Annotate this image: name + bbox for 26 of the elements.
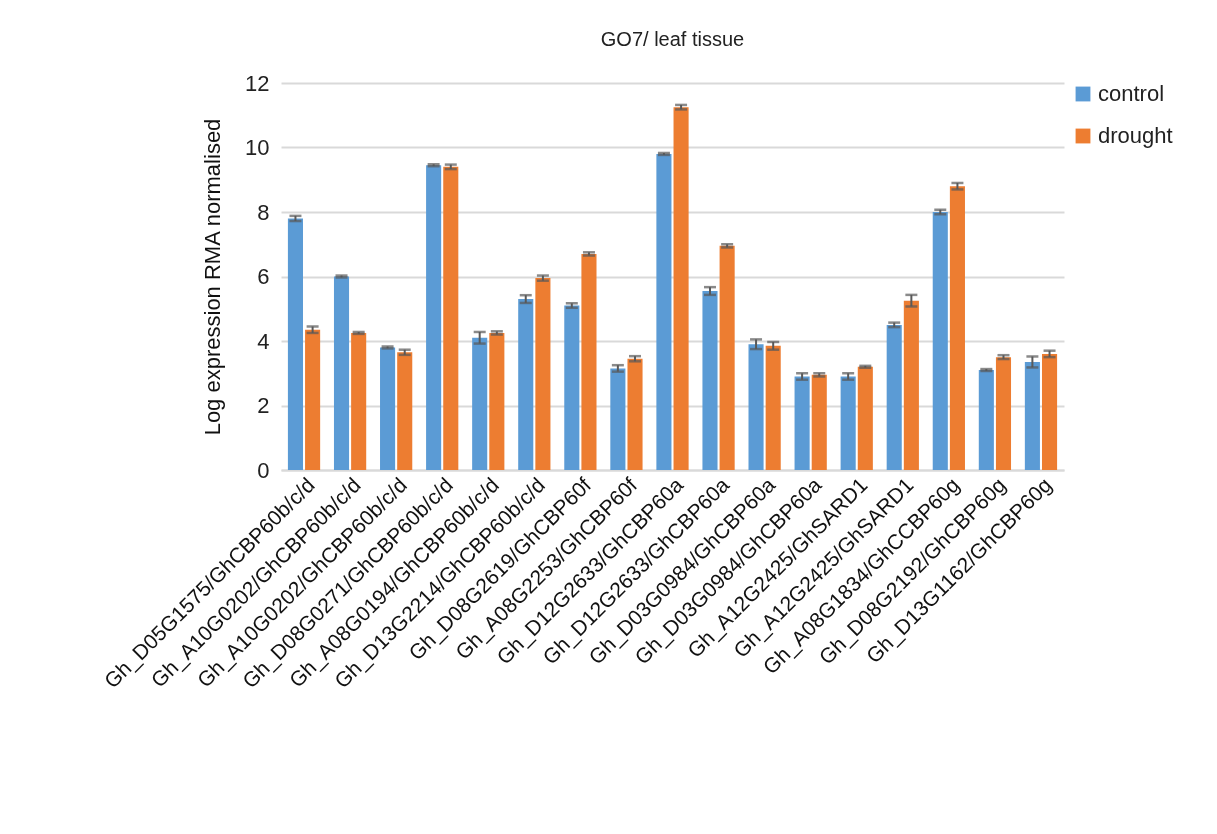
- y-tick-label: 2: [257, 393, 270, 418]
- y-tick-label: 4: [257, 328, 270, 354]
- y-tick-label: 6: [257, 264, 270, 289]
- bar: [333, 276, 350, 470]
- bar: [380, 347, 396, 470]
- bar: [656, 153, 672, 470]
- bar: [426, 165, 442, 470]
- y-tick-label: 0: [257, 457, 270, 483]
- bar: [351, 332, 367, 470]
- bar: [489, 332, 505, 470]
- chart-title: GO7/ leaf tissue: [600, 28, 745, 50]
- legend-label: control: [1098, 81, 1165, 106]
- y-tick-label: 8: [257, 199, 270, 225]
- bar: [719, 245, 735, 470]
- legend-label: drought: [1098, 123, 1173, 148]
- y-axis-title: Log expression RMA normalised: [200, 118, 226, 436]
- bar: [472, 337, 488, 470]
- bar: [811, 374, 827, 470]
- bar: [903, 300, 919, 470]
- bar: [857, 366, 873, 470]
- bar: [1024, 361, 1040, 470]
- y-tick-label: 12: [245, 70, 270, 96]
- bar: [748, 344, 764, 470]
- y-tick-label: 10: [245, 135, 270, 160]
- bar: [581, 253, 597, 470]
- bar: [978, 370, 994, 470]
